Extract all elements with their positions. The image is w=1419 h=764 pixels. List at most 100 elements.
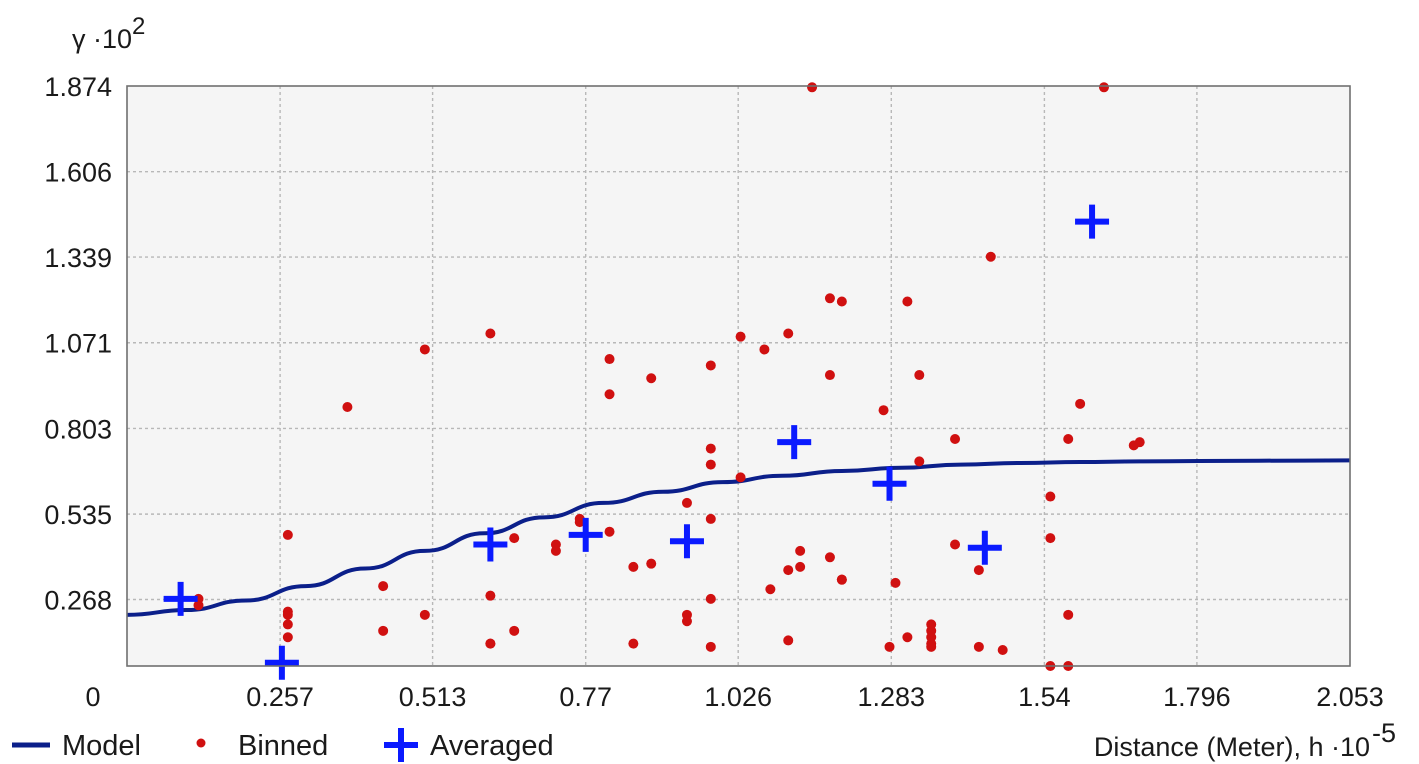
binned-point bbox=[824, 370, 835, 381]
binned-point bbox=[973, 565, 984, 576]
binned-point bbox=[890, 577, 901, 588]
binned-point bbox=[705, 513, 716, 524]
binned-point bbox=[705, 360, 716, 371]
y-tick-label: 1.339 bbox=[44, 243, 112, 273]
binned-point bbox=[628, 638, 639, 649]
binned-point bbox=[783, 565, 794, 576]
binned-point bbox=[973, 641, 984, 652]
legend-model-label: Model bbox=[62, 730, 141, 762]
binned-point bbox=[783, 635, 794, 646]
binned-point bbox=[574, 517, 585, 528]
plot-frame bbox=[126, 85, 1351, 667]
y-tick-label: 0.535 bbox=[44, 500, 112, 530]
binned-point bbox=[509, 533, 520, 544]
binned-point bbox=[765, 584, 776, 595]
binned-point bbox=[705, 443, 716, 454]
binned-point bbox=[824, 552, 835, 563]
binned-point bbox=[705, 593, 716, 604]
grid bbox=[127, 86, 1350, 666]
binned-point bbox=[509, 625, 520, 636]
model-series bbox=[126, 458, 1351, 617]
binned-point bbox=[807, 82, 818, 93]
binned-point bbox=[1063, 609, 1074, 620]
binned-point bbox=[950, 433, 961, 444]
binned-point bbox=[282, 609, 293, 620]
y-tick-labels: 0.268 0.535 0.803 1.071 1.339 1.606 1.874 bbox=[44, 72, 112, 615]
binned-point bbox=[836, 296, 847, 307]
averaged-point bbox=[967, 530, 1002, 565]
averaged-point bbox=[163, 581, 198, 616]
y-tick-label: 0.268 bbox=[44, 585, 112, 615]
binned-point bbox=[193, 600, 204, 611]
x-tick-label: 0.513 bbox=[399, 682, 467, 712]
binned-point bbox=[902, 296, 913, 307]
binned-point bbox=[914, 370, 925, 381]
binned-series bbox=[193, 82, 1145, 671]
averaged-point bbox=[568, 517, 603, 552]
legend: Model Binned Averaged bbox=[12, 728, 554, 762]
averaged-series bbox=[163, 204, 1110, 680]
binned-point bbox=[914, 456, 925, 467]
binned-point bbox=[795, 545, 806, 556]
binned-point bbox=[646, 558, 657, 569]
binned-point bbox=[485, 590, 496, 601]
x-tick-label: 1.283 bbox=[858, 682, 926, 712]
binned-point bbox=[604, 389, 615, 400]
x-tick-label: 0.257 bbox=[246, 682, 314, 712]
binned-point bbox=[550, 545, 561, 556]
binned-point bbox=[884, 641, 895, 652]
binned-point bbox=[681, 497, 692, 508]
binned-point bbox=[1045, 491, 1056, 502]
binned-point bbox=[795, 561, 806, 572]
x-tick-label: 0.77 bbox=[559, 682, 612, 712]
binned-point bbox=[1063, 433, 1074, 444]
x-tick-label: 0 bbox=[85, 682, 100, 712]
y-axis-title: γ ·102 bbox=[72, 13, 145, 54]
binned-point bbox=[646, 373, 657, 384]
legend-binned-label: Binned bbox=[238, 730, 328, 762]
averaged-point bbox=[1075, 204, 1110, 239]
binned-point bbox=[485, 638, 496, 649]
legend-binned-swatch bbox=[196, 738, 206, 748]
binned-point bbox=[985, 251, 996, 262]
y-tick-label: 1.071 bbox=[44, 329, 112, 359]
legend-averaged-swatch bbox=[384, 728, 418, 762]
x-tick-labels: 0 0.257 0.513 0.77 1.026 1.283 1.54 1.796 2.053 bbox=[85, 682, 1383, 712]
averaged-point bbox=[264, 645, 299, 680]
y-axis-title-base: γ ·10 bbox=[72, 24, 132, 54]
x-axis-title-base: Distance (Meter), h ·10 bbox=[1094, 732, 1370, 762]
y-axis-title-exponent: 2 bbox=[132, 13, 145, 40]
averaged-point bbox=[872, 466, 907, 501]
averaged-point bbox=[473, 527, 508, 562]
binned-point bbox=[824, 293, 835, 304]
binned-point bbox=[485, 328, 496, 339]
binned-point bbox=[705, 641, 716, 652]
binned-point bbox=[878, 405, 889, 416]
binned-point bbox=[419, 609, 430, 620]
legend-averaged-label: Averaged bbox=[430, 730, 554, 762]
x-tick-label: 2.053 bbox=[1316, 682, 1384, 712]
model-line bbox=[126, 458, 1351, 617]
binned-point bbox=[997, 645, 1008, 656]
binned-point bbox=[1098, 82, 1109, 93]
binned-point bbox=[1075, 398, 1086, 409]
x-tick-label: 1.54 bbox=[1018, 682, 1071, 712]
y-tick-label: 0.803 bbox=[44, 414, 112, 444]
binned-point bbox=[282, 529, 293, 540]
binned-point bbox=[342, 402, 353, 413]
binned-point bbox=[902, 632, 913, 643]
averaged-point bbox=[669, 524, 704, 559]
binned-point bbox=[419, 344, 430, 355]
binned-point bbox=[378, 625, 389, 636]
y-tick-label: 1.874 bbox=[44, 72, 112, 102]
binned-point bbox=[735, 472, 746, 483]
binned-point bbox=[759, 344, 770, 355]
binned-point bbox=[282, 632, 293, 643]
binned-point bbox=[705, 459, 716, 470]
x-tick-label: 1.796 bbox=[1163, 682, 1231, 712]
x-tick-label: 1.026 bbox=[704, 682, 772, 712]
binned-point bbox=[926, 641, 937, 652]
binned-point bbox=[836, 574, 847, 585]
averaged-point bbox=[777, 425, 812, 460]
